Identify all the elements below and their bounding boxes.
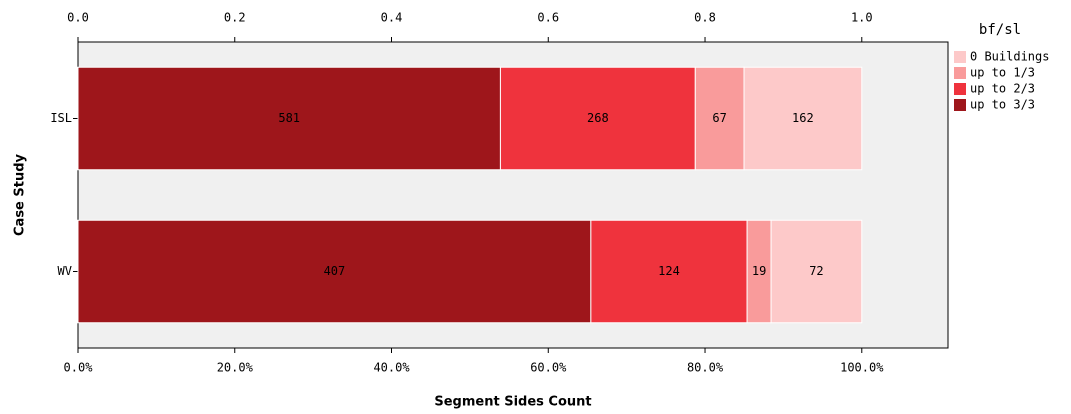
x-axis-title: Segment Sides Count — [434, 395, 591, 410]
data-label: 162 — [792, 111, 814, 125]
data-label: 124 — [658, 264, 680, 278]
x-tick-label: 20.0% — [217, 361, 254, 375]
bar-segment — [77, 219, 592, 324]
y-axis-title: Case Study — [13, 153, 28, 236]
x-tick-label: 100.0% — [840, 361, 884, 375]
bar-segment — [590, 219, 748, 324]
x2-tick-label: 0.0 — [67, 11, 89, 25]
bar-segment — [770, 219, 863, 324]
x2-tick-label: 1.0 — [851, 11, 873, 25]
x-tick-label: 60.0% — [530, 361, 567, 375]
x2-tick-label: 0.6 — [537, 11, 559, 25]
legend-swatch — [954, 51, 966, 63]
y-tick-label: ISL — [50, 111, 72, 125]
legend-label: up to 2/3 — [970, 82, 1035, 96]
legend-swatch — [954, 83, 966, 95]
legend-label: 0 Buildings — [970, 50, 1049, 64]
bar-segment — [694, 66, 745, 171]
data-label: 67 — [712, 111, 726, 125]
x2-tick-label: 0.8 — [694, 11, 716, 25]
legend-label: up to 1/3 — [970, 66, 1035, 80]
legend-swatch — [954, 99, 966, 111]
x-tick-label: 80.0% — [687, 361, 724, 375]
data-label: 581 — [278, 111, 300, 125]
data-label: 268 — [587, 111, 609, 125]
legend-title: bf/sl — [979, 22, 1021, 38]
x-tick-label: 40.0% — [373, 361, 410, 375]
bar-segment — [743, 66, 863, 171]
legend-swatch — [954, 67, 966, 79]
data-label: 19 — [752, 264, 766, 278]
x2-tick-label: 0.4 — [381, 11, 403, 25]
y-tick-label: WV — [58, 264, 72, 278]
bar-segment — [77, 66, 501, 171]
x-tick-label: 0.0% — [64, 361, 94, 375]
data-label: 407 — [324, 264, 346, 278]
bar-segment — [499, 66, 696, 171]
data-label: 72 — [809, 264, 823, 278]
x2-tick-label: 0.2 — [224, 11, 246, 25]
legend-label: up to 3/3 — [970, 98, 1035, 112]
